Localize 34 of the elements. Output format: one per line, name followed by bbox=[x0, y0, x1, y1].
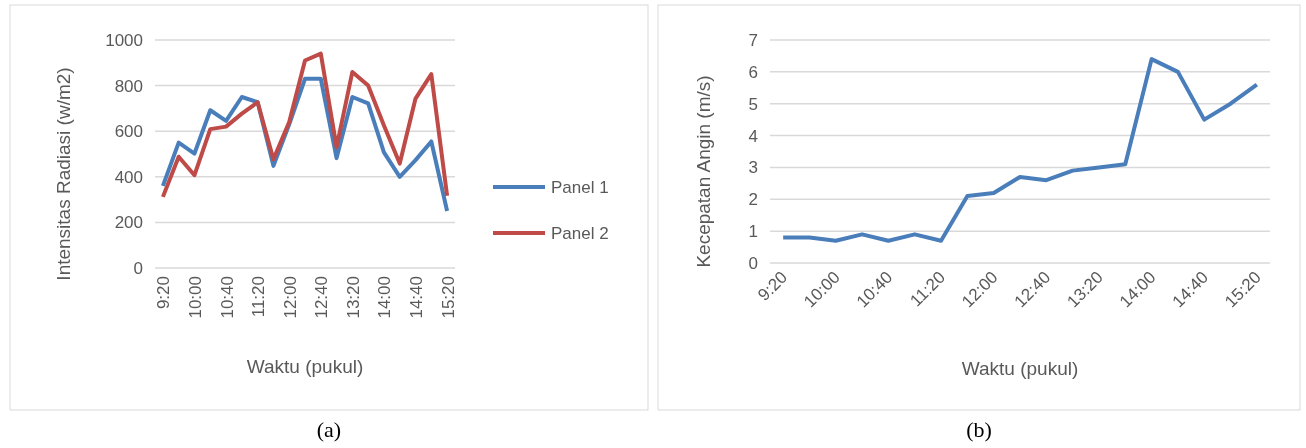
y-tick-label: 7 bbox=[748, 30, 758, 50]
x-axis-title: Waktu (pukul) bbox=[246, 356, 364, 377]
x-tick-label: 12:40 bbox=[312, 276, 332, 319]
x-tick-label: 10:40 bbox=[217, 276, 237, 319]
y-tick-label: 4 bbox=[748, 126, 758, 146]
y-axis-title: Kecepatan Angin (m/s) bbox=[693, 75, 714, 268]
y-tick-label: 1000 bbox=[105, 30, 143, 50]
y-tick-label: 3 bbox=[748, 158, 758, 178]
x-tick-label: 14:00 bbox=[375, 276, 395, 319]
x-tick-label: 13:20 bbox=[343, 276, 363, 319]
line-series bbox=[781, 57, 1259, 243]
x-tick-label: 10:00 bbox=[185, 276, 205, 319]
y-tick-label: 600 bbox=[114, 122, 143, 142]
x-tick-label: 9:20 bbox=[154, 276, 174, 310]
x-tick-label: 14:40 bbox=[406, 276, 426, 319]
text: (a) bbox=[316, 417, 342, 442]
x-tick-label: 11:20 bbox=[249, 276, 269, 318]
text: (b) bbox=[966, 417, 992, 442]
y-tick-label: 5 bbox=[748, 94, 758, 114]
legend-label: Panel 2 bbox=[551, 223, 609, 243]
y-tick-label: 6 bbox=[748, 62, 758, 82]
line-series bbox=[160, 51, 450, 199]
y-tick-label: 0 bbox=[133, 258, 143, 278]
y-tick-label: 400 bbox=[114, 167, 143, 187]
x-tick-label: 12:00 bbox=[280, 276, 300, 319]
y-tick-label: 0 bbox=[748, 253, 758, 273]
y-axis-title: Intensitas Radiasi (w/m2) bbox=[53, 67, 74, 281]
y-tick-label: 1 bbox=[748, 222, 758, 242]
y-tick-label: 2 bbox=[748, 190, 758, 210]
legend-label: Panel 1 bbox=[551, 177, 609, 197]
x-axis-title: Waktu (pukul) bbox=[961, 358, 1079, 379]
x-tick-label: 15:20 bbox=[438, 276, 458, 319]
y-tick-label: 800 bbox=[114, 76, 143, 96]
y-tick-label: 200 bbox=[114, 213, 143, 233]
